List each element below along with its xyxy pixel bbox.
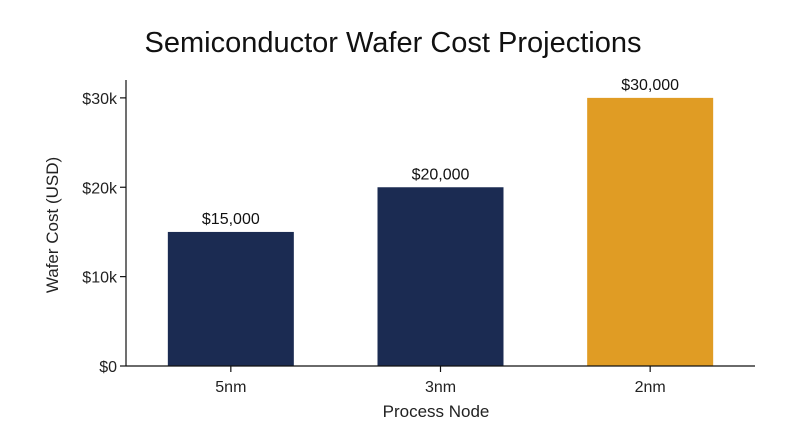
y-tick-label: $30k [82, 91, 118, 108]
y-axis-label: Wafer Cost (USD) [43, 157, 62, 293]
x-tick-label: 2nm [635, 379, 666, 396]
y-axis-ticks: $0 $10k $20k $30k [82, 91, 126, 376]
y-tick-label: $0 [99, 359, 117, 376]
data-label-3nm: $20,000 [412, 166, 470, 183]
data-label-5nm: $15,000 [202, 211, 260, 228]
bar-3nm [377, 187, 504, 366]
data-labels-group: $15,000 $20,000 $30,000 [202, 77, 679, 228]
y-tick-label: $20k [82, 180, 118, 197]
x-axis-label: Process Node [383, 402, 490, 421]
bars-group [167, 97, 714, 366]
x-tick-label: 3nm [425, 379, 456, 396]
chart-title: Semiconductor Wafer Cost Projections [145, 27, 642, 59]
bar-2nm [587, 97, 714, 366]
data-label-2nm: $30,000 [621, 77, 679, 94]
x-axis-ticks: 5nm 3nm 2nm [215, 366, 666, 396]
y-tick-label: $10k [82, 270, 118, 287]
bar-5nm [167, 231, 294, 366]
x-tick-label: 5nm [215, 379, 246, 396]
